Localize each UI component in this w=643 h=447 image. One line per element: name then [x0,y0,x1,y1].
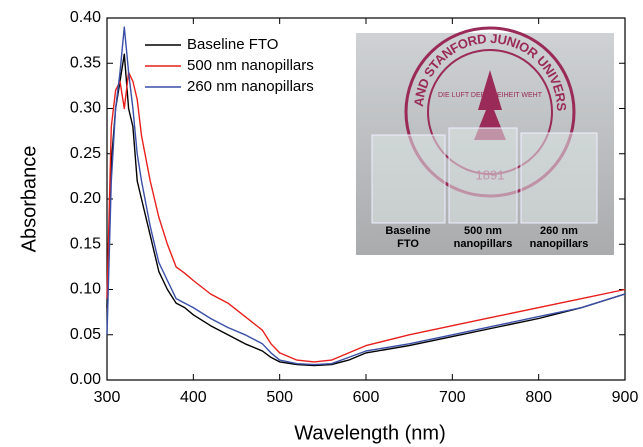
glass-pane [448,127,518,224]
x-axis-label: Wavelength (nm) [294,422,446,444]
y-tick-label: 0.20 [70,190,101,207]
y-tick-label: 0.05 [70,326,101,343]
data-line [106,26,626,366]
inset-label: Baseline [385,225,430,237]
inset-label: 500 nm [464,225,502,237]
inset-label: FTO [397,238,419,250]
glass-pane [371,134,446,224]
x-tick-label: 900 [612,389,639,406]
x-tick-label: 300 [94,389,121,406]
y-tick-label: 0.30 [70,100,101,117]
inset-label: nanopillars [530,238,589,250]
y-tick-label: 0.10 [70,281,101,298]
x-tick-label: 400 [180,389,207,406]
inset-photo: LELAND STANFORD JUNIOR UNIVERSITY DIE LU… [0,0,614,255]
legend-label: 500 nm nanopillars [187,57,314,74]
inset-label: nanopillars [454,238,513,250]
y-tick-label: 0.35 [70,54,101,71]
inset-label: 260 nm [540,225,578,237]
y-tick-label: 0.15 [70,235,101,252]
x-tick-label: 800 [525,389,552,406]
y-tick-label: 0.00 [70,371,101,388]
y-axis-label: Absorbance [18,146,40,253]
glass-pane [520,132,598,224]
legend-label: 260 nm nanopillars [187,78,314,95]
data-line [106,53,626,367]
x-tick-label: 500 [266,389,293,406]
x-tick-label: 700 [439,389,466,406]
seal-tree [474,70,506,140]
y-tick-label: 0.25 [70,145,101,162]
y-tick-label: 0.40 [70,9,101,26]
legend-label: Baseline FTO [187,36,278,53]
x-tick-label: 600 [353,389,380,406]
